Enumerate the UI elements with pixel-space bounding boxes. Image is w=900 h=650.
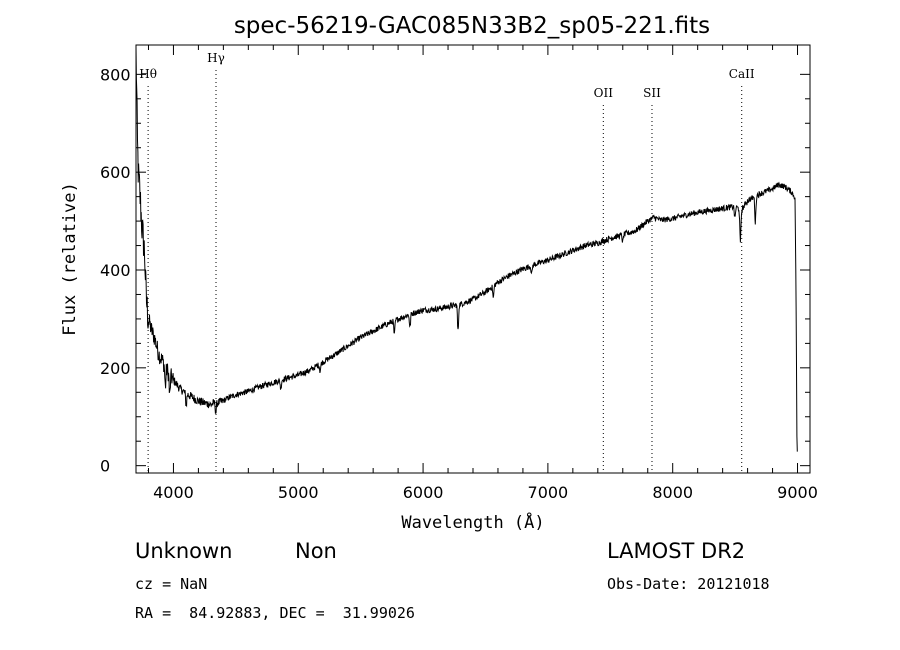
x-axis-ticks: 4000 5000 6000 7000 8000 9000 [147, 45, 818, 502]
line-markers: Hθ Hγ OII SII CaII [139, 51, 755, 473]
spectral-line-label: Hγ [207, 51, 225, 65]
spectral-line-label: SII [643, 86, 661, 100]
x-tick-label: 7000 [528, 483, 569, 502]
x-axis-label: Wavelength (Å) [401, 511, 544, 533]
x-tick-label: 5000 [278, 483, 319, 502]
observation-date: Obs-Date: 20121018 [607, 575, 770, 593]
x-tick-label: 9000 [777, 483, 818, 502]
y-tick-label: 200 [100, 359, 131, 378]
spectral-line-label: Hθ [139, 67, 157, 81]
ra-dec-coordinates: RA = 84.92883, DEC = 31.99026 [135, 604, 415, 622]
redshift-cz: cz = NaN [135, 575, 208, 593]
y-axis-label: Flux (relative) [60, 182, 80, 336]
spectral-line-label: CaII [729, 67, 755, 81]
spectral-line-label: OII [594, 86, 614, 100]
x-tick-label: 8000 [652, 483, 693, 502]
x-tick-label: 4000 [153, 483, 194, 502]
y-tick-label: 800 [100, 65, 131, 84]
y-tick-label: 400 [100, 261, 131, 280]
object-class: Unknown [135, 539, 233, 563]
spectrum-layer [135, 46, 798, 452]
y-tick-label: 600 [100, 163, 131, 182]
x-tick-label: 6000 [403, 483, 444, 502]
survey-label: LAMOST DR2 [607, 539, 746, 563]
object-subclass: Non [295, 539, 337, 563]
y-axis-ticks: 0 200 400 600 800 [100, 65, 810, 476]
chart-title: spec-56219-GAC085N33B2_sp05-221.fits [234, 13, 710, 39]
y-tick-label: 0 [100, 457, 110, 476]
spectrum-series-line [135, 46, 798, 452]
plot-frame [135, 44, 811, 474]
